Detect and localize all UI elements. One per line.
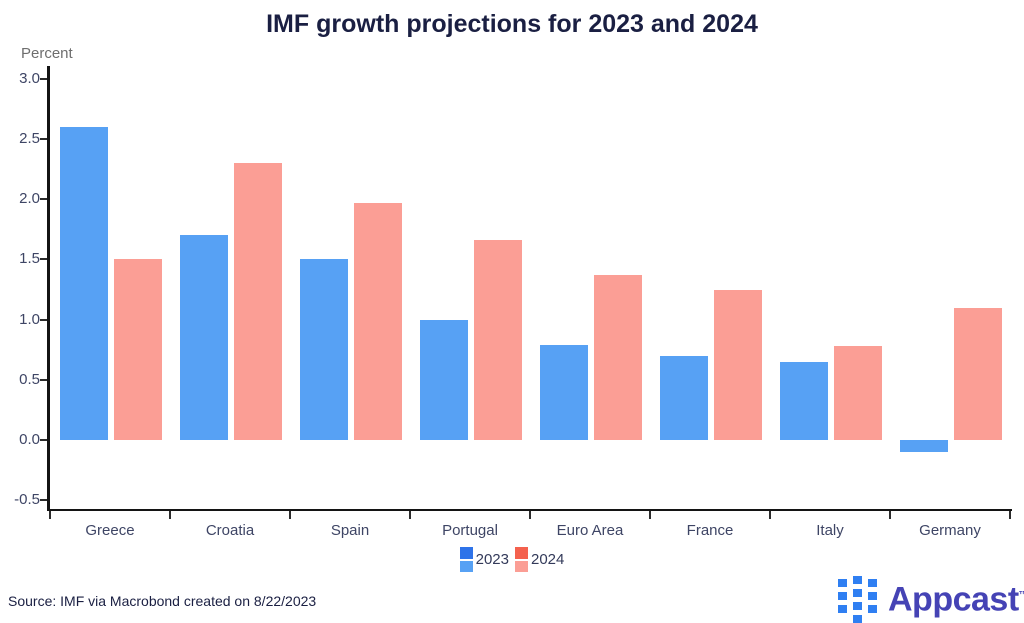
x-axis-line [47,508,1012,511]
y-axis-tick-label: 1.5 [19,250,40,268]
y-axis-line [47,66,50,511]
y-axis-tick [40,138,47,140]
bar-2024-germany [954,307,1002,440]
y-axis-tick [40,318,47,321]
x-axis-category-label: Italy [816,522,844,539]
bar-2023-italy [780,361,828,440]
bar-2023-spain [300,259,348,440]
y-axis-tick-label: -0.5 [14,491,40,509]
appcast-wordmark-text: Appcast [888,580,1019,619]
y-axis-tick-label: 0.5 [19,370,40,388]
x-axis-tick [529,511,531,519]
y-axis-tick-label: 3.0 [19,69,40,87]
legend-marker-bottom-square [459,560,473,572]
x-axis-tick [769,511,771,519]
x-axis-category-label: France [686,522,734,539]
chart-legend: 2023 2024 [0,547,1024,572]
y-axis-tick-label: 1.0 [19,310,40,328]
legend-label-2024: 2024 [531,551,565,568]
bar-2023-euro-area [540,344,588,440]
legend-marker-top-square [459,547,473,559]
y-axis-unit-label: Percent [21,45,73,62]
x-axis-category-label: Euro Area [556,522,624,539]
source-note: Source: IMF via Macrobond created on 8/2… [8,593,317,609]
legend-marker-bottom-square [515,560,528,572]
appcast-brand: Appcast™ [838,576,1024,623]
legend-label-2023: 2023 [475,551,509,568]
bar-2024-greece [114,259,162,440]
bar-2024-croatia [234,163,282,440]
legend-marker-2023 [459,547,473,572]
x-axis-tick [49,511,51,519]
x-axis-tick [889,511,891,519]
bar-2024-portugal [474,240,522,440]
appcast-wordmark: Appcast™ [888,574,1024,621]
bar-2023-greece [60,126,108,440]
bar-2024-spain [354,202,402,440]
y-axis-tick [40,77,47,80]
x-axis-tick [409,511,411,519]
bar-2024-italy [834,346,882,440]
bar-2023-germany [900,440,948,453]
bar-2023-croatia [180,235,228,440]
y-axis-tick [40,439,47,441]
bar-2023-portugal [420,319,468,440]
x-axis-category-label: Greece [85,522,135,539]
x-axis-category-label: Portugal [442,522,498,539]
x-axis-tick [1009,511,1011,519]
legend-marker-2024 [515,547,528,572]
x-axis-tick [289,511,291,519]
y-axis-tick [40,378,47,381]
legend-marker-top-square [515,547,528,559]
x-axis-tick [649,511,651,519]
y-axis-tick-label: 2.5 [19,130,40,147]
y-axis-tick-label: 0.0 [19,431,40,448]
legend-item-2023: 2023 [459,547,509,572]
x-axis-tick [169,511,171,519]
appcast-logo-icon [838,576,877,623]
y-axis-tick [40,499,47,502]
bar-2024-euro-area [594,275,642,440]
chart-title: IMF growth projections for 2023 and 2024 [266,10,758,38]
legend-item-2024: 2024 [515,547,564,572]
x-axis-category-label: Croatia [205,522,255,539]
x-axis-category-label: Spain [330,522,370,539]
trademark-symbol: ™ [1018,590,1024,601]
y-axis-tick [40,198,47,201]
y-axis-tick [40,258,47,261]
bar-2023-france [660,355,708,440]
bar-2024-france [714,289,762,440]
x-axis-category-label: Germany [919,522,981,539]
y-axis-tick-label: 2.0 [19,190,40,208]
